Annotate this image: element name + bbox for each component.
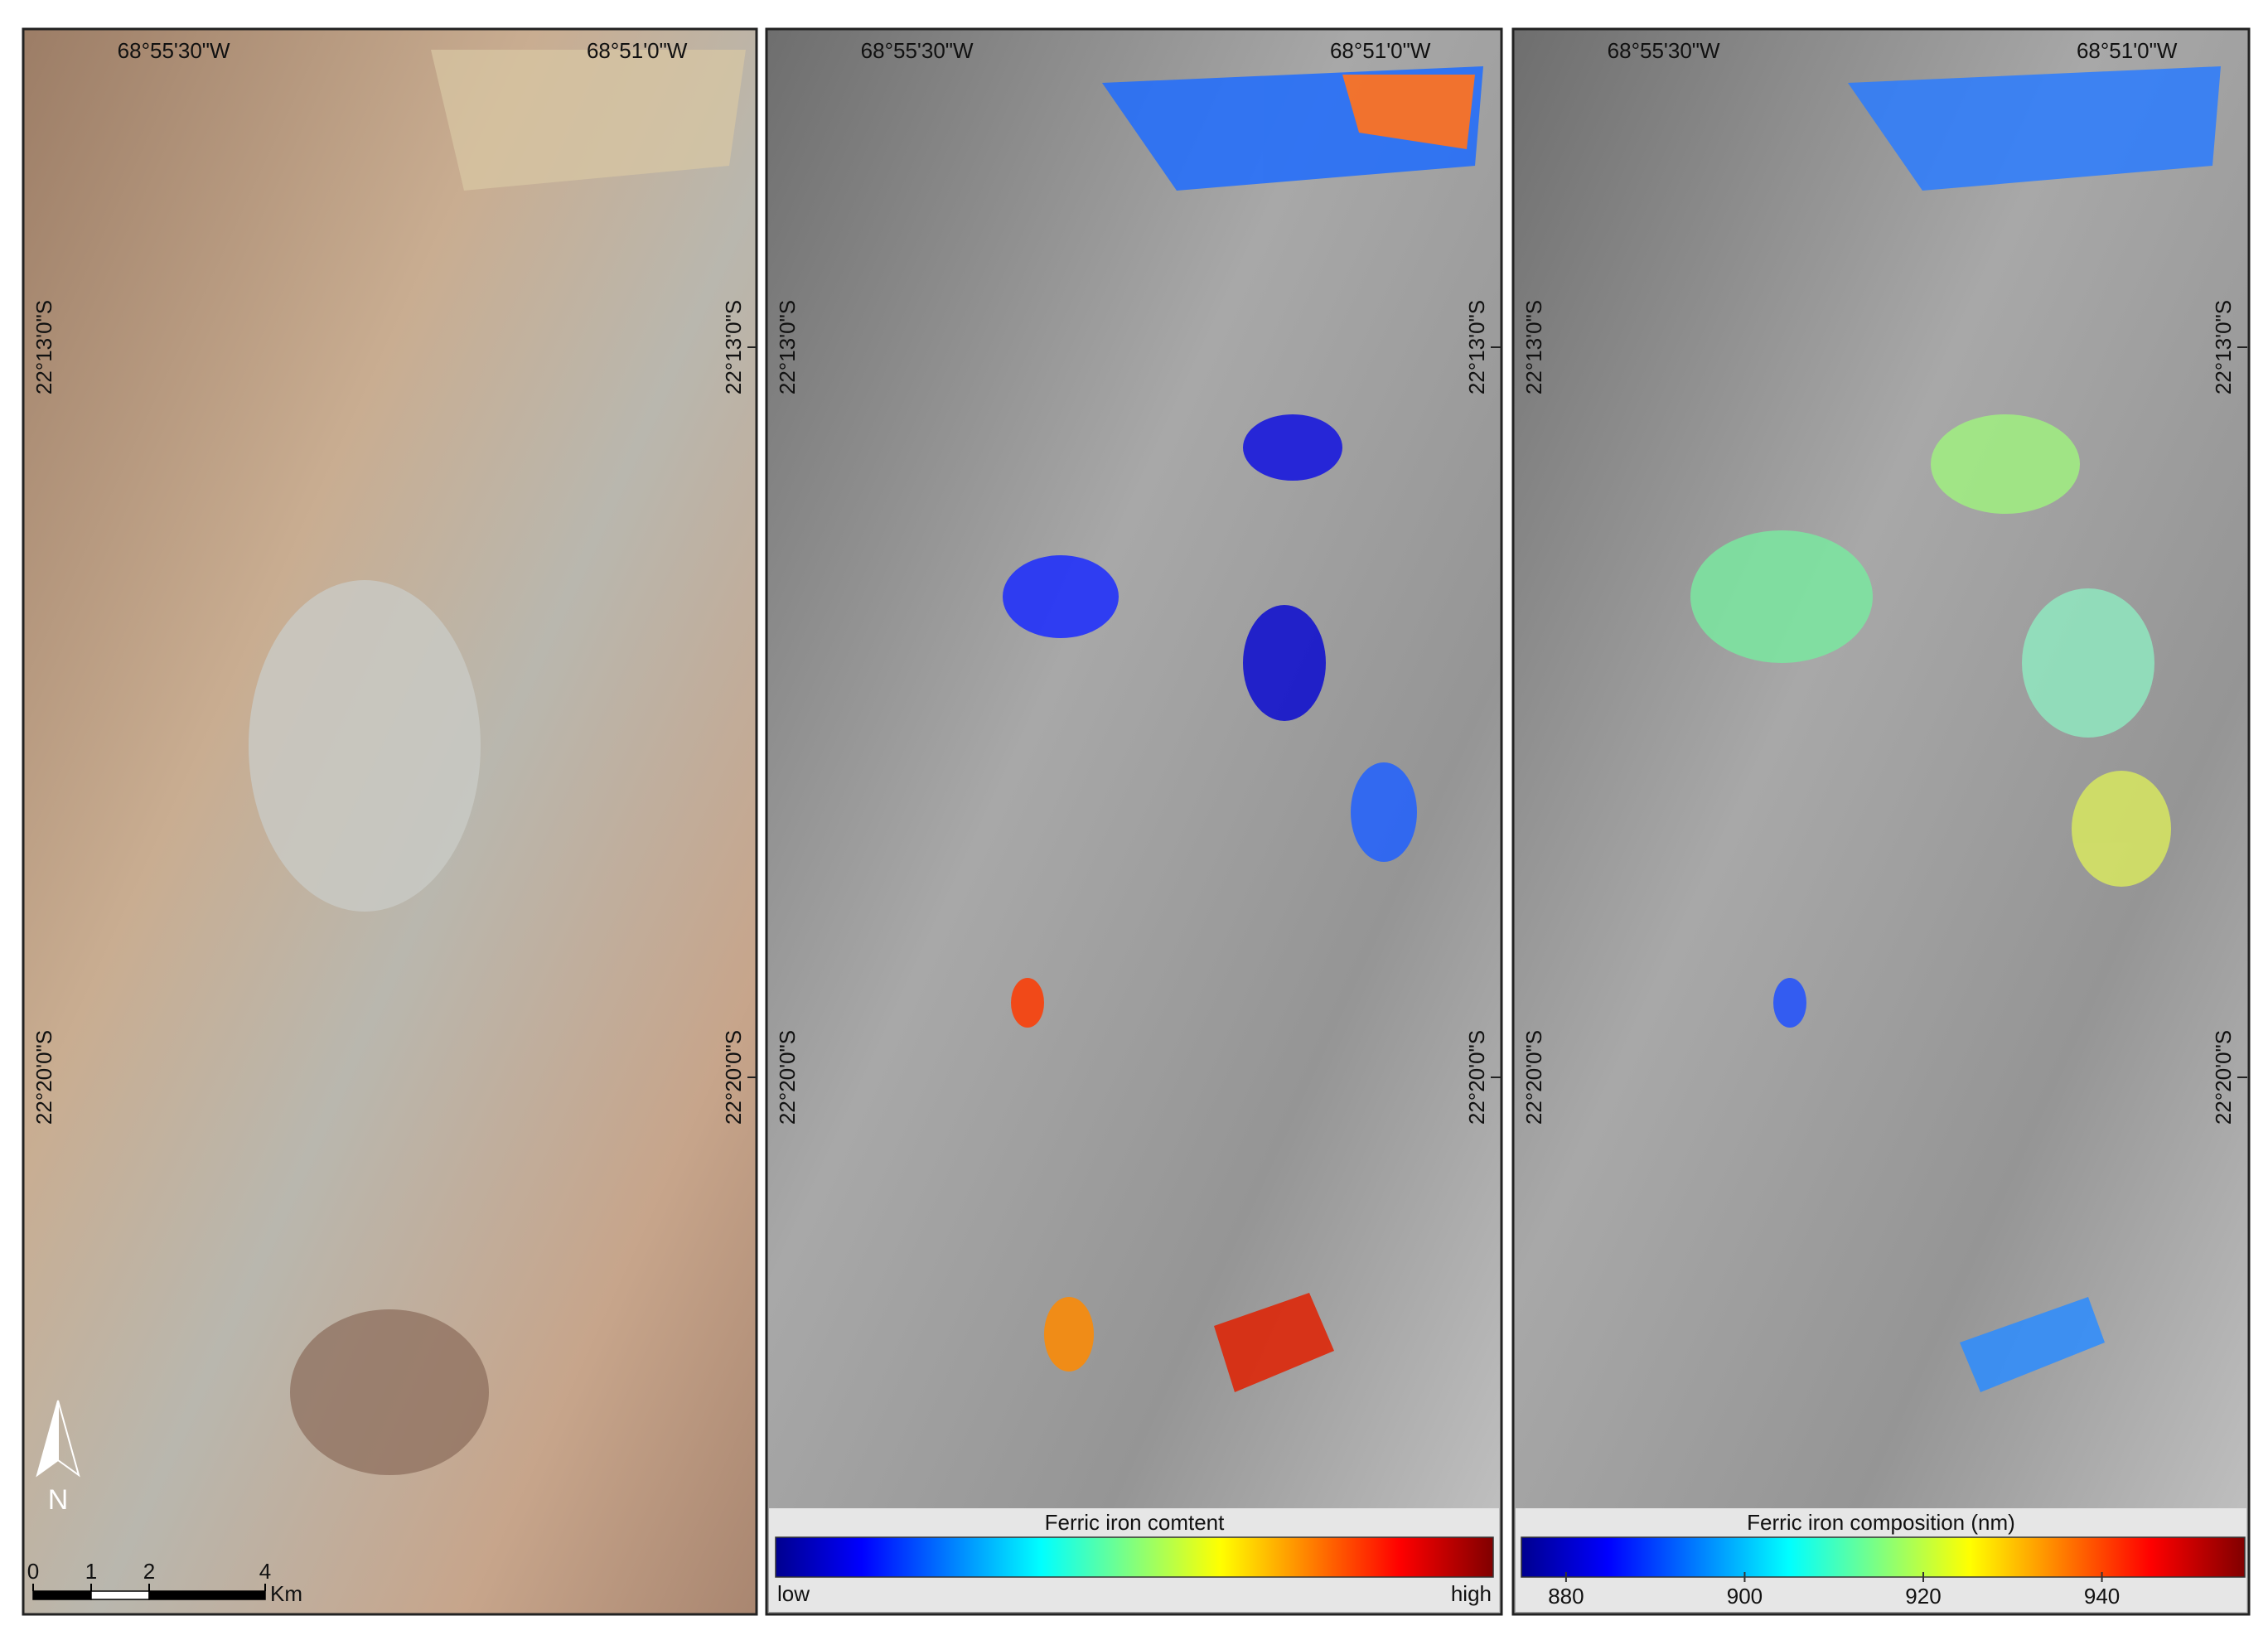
latitude-label: 22°20'0"S: [31, 1030, 56, 1125]
longitude-label: 68°55'30"W: [861, 38, 974, 63]
north-label: N: [48, 1484, 69, 1516]
tailings: [431, 50, 746, 191]
north-arrow: N: [36, 1400, 80, 1516]
longitude-label: 68°51'0"W: [1330, 38, 1431, 63]
latitude-label: 22°20'0"S: [775, 1030, 800, 1125]
ferric-composition-patches: [1690, 66, 2221, 1392]
scale-segment: [32, 1590, 92, 1600]
scale-tick-label: 2: [143, 1559, 155, 1584]
legend-title: Ferric iron comtent: [1045, 1510, 1225, 1535]
latitude-label: 22°13'0"S: [31, 300, 56, 394]
latitude-label: 22°20'0"S: [2211, 1030, 2236, 1125]
longitude-label: 68°55'30"W: [1608, 38, 1720, 63]
legend-high: high: [1451, 1581, 1492, 1606]
colorbar-tick-label: 900: [1727, 1584, 1763, 1609]
longitude-label: 68°51'0"W: [2077, 38, 2178, 63]
colorbar-tick-label: 940: [2084, 1584, 2120, 1609]
pit-area: [249, 580, 481, 912]
latitude-label: 22°13'0"S: [1521, 300, 1546, 394]
longitude-label: 68°55'30"W: [118, 38, 230, 63]
colorbar-tick-label: 880: [1548, 1584, 1584, 1609]
scale-segment: [148, 1590, 266, 1600]
scale-unit: Km: [270, 1581, 302, 1606]
pit-area: [290, 1309, 489, 1475]
latitude-label: 22°13'0"S: [2211, 300, 2236, 394]
scale-tick-label: 1: [85, 1559, 97, 1584]
colorbar-tick-label: 920: [1905, 1584, 1941, 1609]
scale-tick-label: 0: [27, 1559, 39, 1584]
latitude-label: 22°20'0"S: [1521, 1030, 1546, 1125]
legend-title: Ferric iron composition (nm): [1747, 1510, 2015, 1535]
latitude-label: 22°13'0"S: [721, 300, 746, 394]
latitude-label: 22°20'0"S: [1464, 1030, 1489, 1125]
legend-low: low: [777, 1581, 810, 1606]
latitude-label: 22°13'0"S: [775, 300, 800, 394]
scale-segment: [90, 1590, 150, 1600]
scale-tick-label: 4: [259, 1559, 271, 1584]
longitude-label: 68°51'0"W: [587, 38, 688, 63]
ferric-content-patches: [1003, 66, 1483, 1392]
colorbar: [1521, 1536, 2246, 1578]
latitude-label: 22°20'0"S: [721, 1030, 746, 1125]
colorbar: [775, 1536, 1494, 1578]
latitude-label: 22°13'0"S: [1464, 300, 1489, 394]
